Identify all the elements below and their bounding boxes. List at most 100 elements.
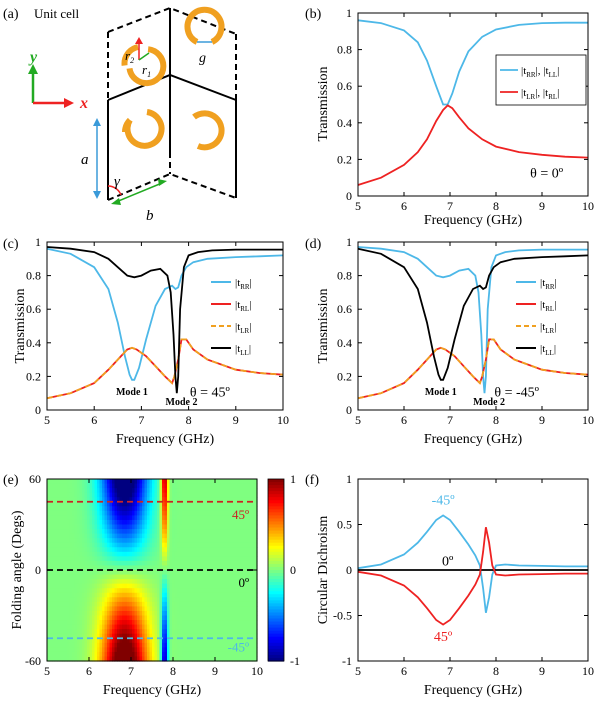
- x-tick-label: 7: [138, 413, 144, 427]
- x-tick-label: 9: [539, 199, 545, 213]
- angle-annotation: θ = -45º: [494, 386, 539, 401]
- x-tick-label: 5: [355, 664, 361, 678]
- x-tick-label: 7: [447, 413, 453, 427]
- reference-label: 0º: [238, 575, 249, 590]
- chart-panel-b: 5 6 7 8 9 10 0 0.2 0.4 0.6 0.8 1 Frequency (GHz) Tran…: [305, 6, 594, 228]
- x-axis-title: Frequency (GHz): [424, 213, 523, 228]
- dim-b-label: b: [146, 208, 154, 224]
- x-tick-label: 8: [493, 413, 499, 427]
- mode-label: Mode 2: [473, 397, 505, 408]
- angle-annotation: θ = 0º: [530, 167, 564, 182]
- x-tick-label: 7: [128, 664, 134, 678]
- plot-frame: [46, 241, 284, 411]
- y-tick-label: -1: [342, 654, 352, 668]
- y-tick-label: 1: [346, 472, 352, 486]
- plot-frame: [357, 12, 589, 197]
- series-line-3: [46, 246, 283, 394]
- x-tick-label: 7: [447, 199, 453, 213]
- x-axis-title: Frequency (GHz): [103, 683, 202, 698]
- x-tick-label: 8: [170, 664, 176, 678]
- colorbar-tick-label: 0: [290, 563, 296, 577]
- x-tick-label: 9: [539, 413, 545, 427]
- series-line-0: [357, 19, 588, 106]
- panel-label: (d): [305, 237, 322, 252]
- series-line-3: [357, 247, 589, 381]
- r2-label: r2: [125, 48, 134, 65]
- y-tick-label: 60: [29, 472, 41, 486]
- x-tick-label: 5: [44, 664, 50, 678]
- x-tick-label: 10: [277, 413, 289, 427]
- y-tick-label: -60: [25, 654, 41, 668]
- y-tick-label: 0.2: [26, 369, 41, 383]
- x-tick-label: 8: [493, 199, 499, 213]
- x-axis-title: Frequency (GHz): [116, 432, 215, 447]
- gap-label: g: [199, 51, 206, 66]
- series-line-1: [357, 104, 589, 186]
- reference-label: -45º: [228, 639, 249, 654]
- x-tick-label: 6: [401, 413, 407, 427]
- y-axis-title: Circular Dichroism: [316, 516, 331, 625]
- panel-label: (b): [305, 7, 322, 22]
- y-tick-label: 0: [346, 403, 352, 417]
- y-tick-label: -0.5: [333, 609, 352, 623]
- y-tick-label: 1: [346, 6, 352, 20]
- ring-bottom-left: [122, 109, 165, 149]
- x-axis-title: Frequency (GHz): [424, 432, 523, 447]
- coordinate-axes: y x: [28, 49, 88, 112]
- x-tick-label: 5: [355, 199, 361, 213]
- x-tick-label: 9: [539, 664, 545, 678]
- y-axis-title: Transmission: [13, 289, 28, 364]
- series-line-0: [357, 514, 588, 613]
- x-tick-label: 6: [401, 199, 407, 213]
- dim-a-label: a: [81, 152, 89, 168]
- gamma-label: γ: [114, 174, 121, 190]
- chart-panel-c: 5 6 7 8 9 10 0 0.2 0.4 0.6 0.8 1 Frequency (GHz) Tran…: [3, 235, 289, 447]
- x-tick-label: 9: [212, 664, 218, 678]
- y-tick-label: 0.2: [337, 152, 352, 166]
- y-axis-title: Folding angle (Degs): [10, 510, 25, 629]
- ring-top-left: [121, 44, 167, 87]
- legend: |tRR|, |tLL| |tLR|, |tRL|: [495, 54, 587, 106]
- ring-top-right: [184, 6, 225, 45]
- y-tick-label: 0.6: [26, 302, 41, 316]
- series-line-2: [357, 527, 588, 626]
- ring-bottom-right: [192, 110, 225, 151]
- y-tick-label: 0.4: [337, 336, 352, 350]
- y-tick-label: 1: [346, 235, 352, 249]
- legend-label: |tLL|: [235, 343, 251, 357]
- r1-label: r1: [142, 62, 151, 79]
- axis-x-letter: x: [79, 95, 88, 112]
- x-tick-label: 9: [233, 413, 239, 427]
- chart-panel-d: 5 6 7 8 9 10 0 0.2 0.4 0.6 0.8 1 Frequency (GHz) Tran…: [305, 235, 594, 447]
- y-tick-label: 0.4: [337, 116, 352, 130]
- x-tick-label: 8: [493, 664, 499, 678]
- x-tick-label: 6: [91, 413, 97, 427]
- split-rings: [121, 6, 225, 151]
- panel-label: (e): [3, 473, 19, 488]
- cell-dimensions: a b γ: [81, 118, 167, 224]
- y-axis-title: Transmission: [316, 289, 331, 364]
- series-line-0: [357, 246, 588, 394]
- colorbar-tick-label: -1: [290, 654, 300, 668]
- mode-label: Mode 2: [166, 397, 198, 408]
- x-axis-title: Frequency (GHz): [424, 683, 523, 698]
- legend-label: |tLR|, |tRL|: [521, 87, 559, 101]
- legend-label: |tRL|: [540, 299, 556, 313]
- y-tick-label: 0.8: [337, 43, 352, 57]
- series-line-2: [46, 338, 284, 400]
- legend: |tRR| |tRL| |tLR| |tLL|: [211, 277, 252, 357]
- chart-panel-f: 5 6 7 8 9 10 -1 -0.5 0 0.5 1 Frequency (GHz) Circula…: [305, 472, 594, 698]
- y-tick-label: 0.8: [26, 269, 41, 283]
- x-tick-label: 10: [251, 664, 263, 678]
- series-label: 45º: [434, 630, 453, 645]
- panel-label: (f): [305, 473, 319, 488]
- plot-frame: [357, 241, 589, 411]
- legend-label: |tLR|: [540, 321, 556, 335]
- legend-label: |tRR|: [235, 277, 252, 291]
- panel-label-a: (a): [3, 7, 19, 22]
- axis-y-letter: y: [28, 49, 38, 66]
- lattice-outline: [107, 6, 237, 201]
